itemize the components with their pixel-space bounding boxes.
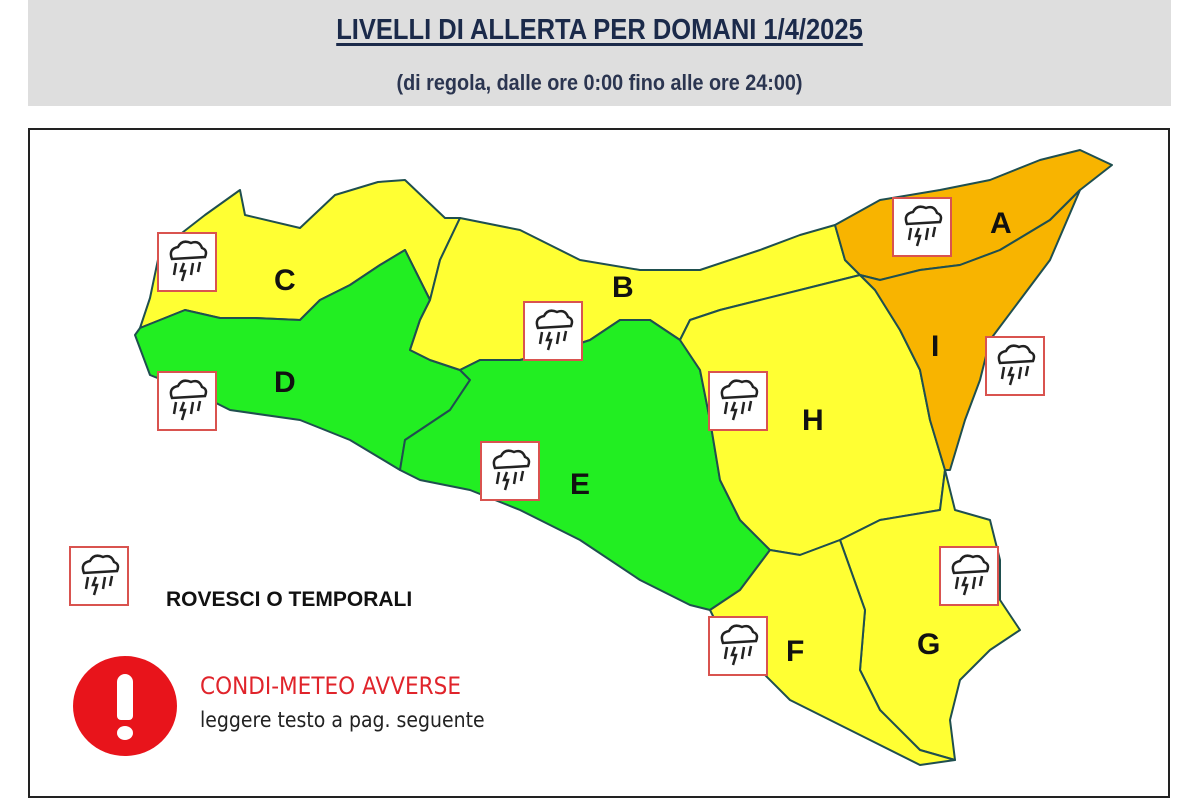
exclamation-icon [73, 656, 177, 756]
legend-thunderstorm-icon [68, 545, 130, 607]
thunderstorm-icon [479, 440, 541, 502]
zone-label-c: C [274, 264, 296, 297]
zone-label-f: F [786, 635, 804, 668]
zone-label-h: H [802, 404, 824, 437]
thunderstorm-icon [156, 231, 218, 293]
thunderstorm-icon [938, 545, 1000, 607]
thunderstorm-icon [522, 300, 584, 362]
legend-warning-text: leggere testo a pag. seguente [200, 708, 485, 732]
zone-label-i: I [931, 330, 939, 363]
thunderstorm-icon [707, 615, 769, 677]
zone-label-e: E [570, 468, 590, 501]
page-title: LIVELLI DI ALLERTA PER DOMANI 1/4/2025 [336, 14, 863, 46]
thunderstorm-icon [891, 196, 953, 258]
legend-warning-title: CONDI-METEO AVVERSE [200, 672, 461, 700]
page-subtitle: (di regola, dalle ore 0:00 fino alle ore… [396, 70, 803, 95]
zone-label-a: A [990, 207, 1012, 240]
zone-label-g: G [917, 628, 940, 661]
thunderstorm-icon [707, 370, 769, 432]
legend-storm-label: ROVESCI O TEMPORALI [166, 588, 413, 611]
zone-label-b: B [612, 271, 634, 304]
zone-label-d: D [274, 366, 296, 399]
thunderstorm-icon [984, 335, 1046, 397]
thunderstorm-icon [156, 370, 218, 432]
header: LIVELLI DI ALLERTA PER DOMANI 1/4/2025 (… [28, 0, 1171, 106]
